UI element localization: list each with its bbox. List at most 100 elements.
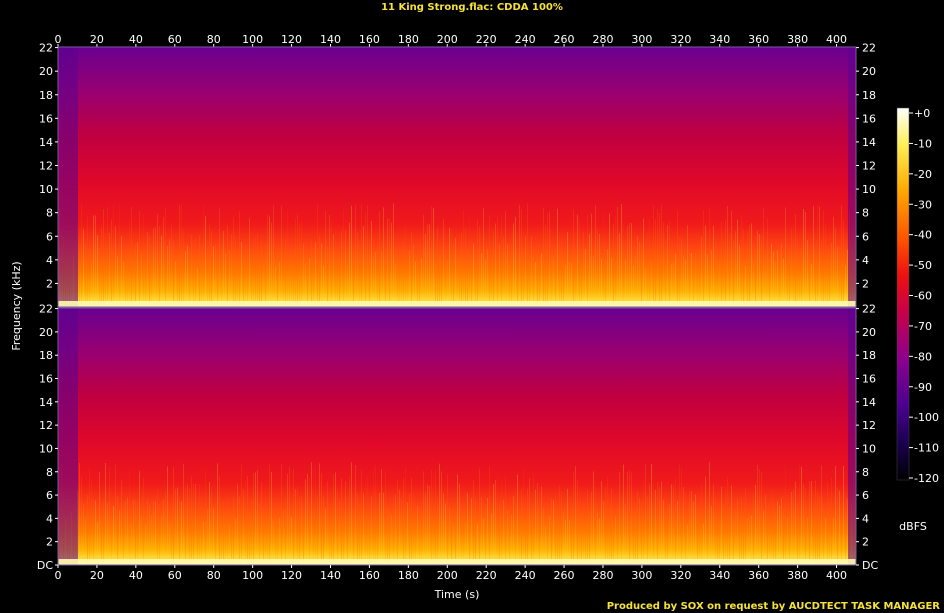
texture-stripe [693,501,694,565]
texture-stripe [521,209,522,307]
texture-stripe [669,504,670,565]
texture-stripe [105,233,106,307]
texture-stripe [611,488,612,565]
texture-stripe [87,494,88,565]
texture-stripe [581,256,582,307]
texture-stripe [101,517,102,565]
texture-stripe [797,503,798,565]
texture-stripe [695,252,696,307]
texture-stripe [807,239,808,307]
texture-stripe [457,474,458,565]
texture-stripe [735,231,736,307]
texture-stripe [493,484,494,565]
texture-stripe [143,213,144,307]
texture-stripe [395,263,396,307]
texture-stripe [485,506,486,565]
texture-stripe [515,217,516,307]
texture-stripe [107,502,108,565]
texture-stripe [825,517,826,565]
texture-stripe [337,246,338,307]
texture-stripe [597,511,598,565]
y-tick-label-right: 16 [862,112,876,125]
y-tick-label-left: 2 [46,277,53,290]
texture-stripe [281,205,282,307]
texture-stripe [361,204,362,307]
texture-stripe [221,519,222,565]
texture-stripe [543,207,544,307]
texture-stripe [781,497,782,565]
texture-stripe [133,245,134,307]
texture-stripe [471,263,472,307]
texture-stripe [691,253,692,307]
texture-stripe [579,220,580,307]
texture-stripe [441,263,442,307]
texture-stripe [479,468,480,565]
texture-stripe [235,236,236,307]
texture-stripe [347,265,348,307]
texture-fade-left [58,47,78,307]
y-tick-label-right: 6 [862,230,869,243]
texture-stripe [167,245,168,307]
x-tick-label-top: 360 [748,33,769,46]
texture-stripe [549,211,550,307]
texture-stripe [715,237,716,307]
texture-stripe [159,225,160,307]
texture-stripe [207,253,208,307]
texture-stripe [667,506,668,565]
texture-stripe [589,234,590,307]
texture-stripe [609,507,610,565]
texture-stripe [393,203,394,307]
texture-stripe [339,501,340,565]
texture-stripe [745,265,746,307]
texture-stripe [257,233,258,307]
texture-stripe [625,503,626,565]
texture-stripe [373,256,374,307]
texture-stripe [679,236,680,307]
texture-stripe [613,224,614,307]
texture-stripe [593,471,594,565]
texture-stripe [487,248,488,307]
texture-stripe [709,462,710,565]
texture-stripe [237,265,238,307]
texture-stripe [751,515,752,565]
texture-stripe [413,492,414,565]
texture-stripe [361,470,362,565]
texture-stripe [767,524,768,565]
texture-stripe [243,489,244,565]
texture-stripe [555,249,556,307]
texture-stripe [651,464,652,565]
texture-stripe [279,261,280,307]
colorbar-tick-label: -10 [914,137,932,150]
x-tick-label-top: 140 [320,33,341,46]
texture-stripe [807,517,808,565]
texture-stripe [397,479,398,565]
texture-stripe [473,480,474,565]
texture-stripe [159,503,160,565]
texture-stripe [301,220,302,307]
texture-stripe [135,500,136,565]
texture-stripe [811,481,812,565]
texture-stripe [109,233,110,307]
y-tick-label-right: 18 [862,89,876,102]
texture-stripe [369,238,370,307]
texture-stripe [837,246,838,307]
texture-stripe [239,496,240,565]
texture-stripe [775,511,776,565]
texture-stripe [559,485,560,565]
texture-stripe [453,526,454,565]
texture-stripe [833,518,834,565]
y-tick-label-right: 6 [862,489,869,502]
colorbar-tick-label: -50 [914,259,932,272]
texture-stripe [383,207,384,307]
texture-stripe [805,488,806,565]
texture-stripe [313,245,314,307]
y-tick-label-left: 14 [39,136,53,149]
texture-stripe [349,222,350,307]
texture-stripe [707,255,708,307]
texture-stripe [535,261,536,307]
texture-stripe [677,501,678,565]
texture-stripe [183,463,184,565]
texture-stripe [435,267,436,307]
texture-stripe [127,497,128,565]
texture-stripe [141,515,142,565]
